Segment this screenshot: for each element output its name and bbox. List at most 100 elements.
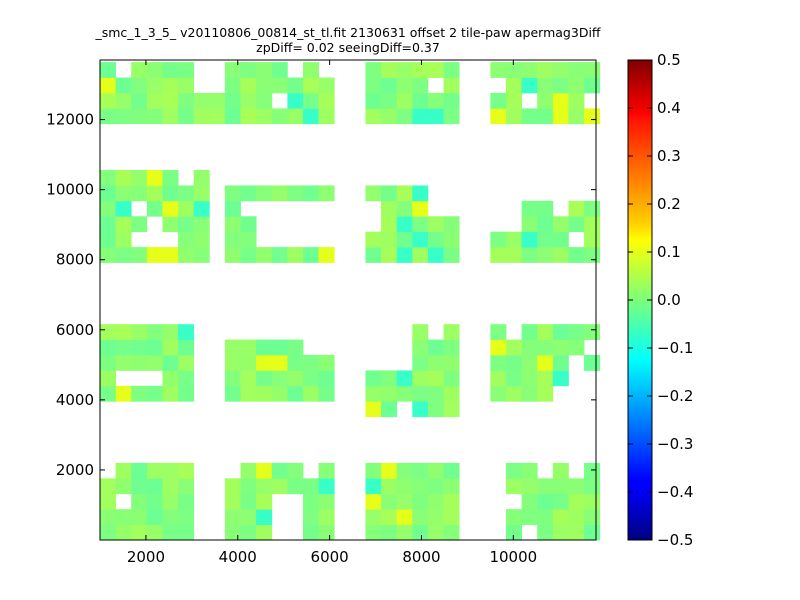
- heatmap-cell: [505, 509, 522, 525]
- heatmap-cell: [287, 370, 304, 387]
- heatmap-cell: [381, 108, 398, 125]
- heatmap-cell: [115, 216, 132, 233]
- heatmap-cell: [302, 509, 319, 525]
- heatmap-cell: [443, 370, 460, 387]
- heatmap-cell: [537, 92, 554, 109]
- heatmap-cell: [584, 231, 601, 248]
- heatmap-cell: [552, 355, 569, 371]
- heatmap-cell: [396, 216, 413, 233]
- heatmap-cell: [412, 247, 429, 263]
- heatmap-cell: [302, 108, 319, 125]
- heatmap-cell: [552, 108, 569, 125]
- heatmap-cell: [365, 92, 382, 109]
- heatmap-cell: [240, 385, 257, 402]
- heatmap-cell: [256, 62, 273, 78]
- heatmap-cell: [318, 355, 335, 371]
- y-tick-label: 2000: [56, 461, 94, 479]
- heatmap-cell: [131, 524, 148, 541]
- heatmap-cell: [396, 185, 413, 202]
- heatmap-cell: [240, 77, 257, 94]
- heatmap-cell: [412, 524, 429, 541]
- heatmap-cell: [412, 324, 429, 340]
- heatmap-cell: [178, 62, 195, 78]
- heatmap-cell: [115, 170, 132, 186]
- heatmap-cell: [537, 200, 554, 217]
- heatmap-cell: [271, 185, 288, 202]
- heatmap-cell: [537, 524, 554, 541]
- heatmap-cell: [115, 462, 132, 479]
- heatmap-cell: [240, 62, 257, 78]
- heatmap-cell: [490, 92, 507, 109]
- heatmap-cell: [287, 385, 304, 402]
- heatmap-cell: [178, 339, 195, 356]
- heatmap-cell: [115, 324, 132, 340]
- heatmap-cell: [381, 247, 398, 263]
- heatmap-cell: [256, 339, 273, 356]
- heatmap-cell: [490, 385, 507, 402]
- colorbar-axis: 0.5 0.4 0.3 0.2 0.1 0.0 −0.1 −0.2 −0.3 −0.4 −0.5: [628, 51, 693, 549]
- heatmap-cell: [568, 216, 585, 233]
- heatmap-cell: [381, 92, 398, 109]
- heatmap-cell: [521, 493, 538, 510]
- heatmap-cell: [115, 339, 132, 356]
- heatmap-cell: [521, 200, 538, 217]
- colorbar-tick-label: 0.0: [657, 291, 681, 309]
- heatmap-cell: [115, 247, 132, 263]
- heatmap-cell: [396, 493, 413, 510]
- heatmap-cell: [443, 462, 460, 479]
- heatmap-cell: [505, 524, 522, 541]
- heatmap-cell: [318, 92, 335, 109]
- heatmap-cell: [178, 216, 195, 233]
- heatmap-cell: [318, 493, 335, 510]
- heatmap-cell: [115, 231, 132, 248]
- heatmap-cell: [381, 509, 398, 525]
- heatmap-cell: [537, 108, 554, 125]
- heatmap-cell: [505, 339, 522, 356]
- heatmap-cell: [240, 247, 257, 263]
- heatmap-cell: [178, 77, 195, 94]
- heatmap-cell: [443, 62, 460, 78]
- heatmap-cell: [365, 493, 382, 510]
- heatmap-cell: [162, 462, 179, 479]
- heatmap-cell: [568, 92, 585, 109]
- heatmap-cell: [115, 108, 132, 125]
- heatmap-cell: [193, 108, 210, 125]
- y-tick-label: 4000: [56, 391, 94, 409]
- heatmap-cell: [178, 355, 195, 371]
- heatmap-cell: [568, 247, 585, 263]
- heatmap-cell: [396, 62, 413, 78]
- heatmap-cell: [256, 524, 273, 541]
- heatmap-cell: [505, 355, 522, 371]
- heatmap-cell: [131, 62, 148, 78]
- heatmap-cell: [365, 62, 382, 78]
- heatmap-cell: [100, 231, 117, 248]
- heatmap-cell: [537, 324, 554, 340]
- heatmap-cell: [162, 324, 179, 340]
- heatmap-cell: [568, 200, 585, 217]
- heatmap-cell: [427, 216, 444, 233]
- heatmap-cell: [271, 385, 288, 402]
- heatmap-cell: [427, 339, 444, 356]
- heatmap-cell: [302, 355, 319, 371]
- heatmap-cell: [178, 247, 195, 263]
- y-tick-label: 12000: [46, 111, 94, 129]
- heatmap-cell: [178, 200, 195, 217]
- heatmap-cell: [584, 355, 601, 371]
- heatmap-cell: [224, 478, 241, 495]
- heatmap-cell: [193, 170, 210, 186]
- heatmap-cell: [193, 231, 210, 248]
- heatmap-cell: [505, 370, 522, 387]
- heatmap-cell: [146, 92, 163, 109]
- heatmap-cell: [537, 339, 554, 356]
- heatmap-cell: [287, 478, 304, 495]
- heatmap-cell: [178, 478, 195, 495]
- heatmap-cell: [552, 339, 569, 356]
- heatmap-cell: [537, 509, 554, 525]
- colorbar-tick-label: −0.4: [657, 483, 693, 501]
- heatmap-cell: [115, 524, 132, 541]
- heatmap-cell: [584, 478, 601, 495]
- heatmap-cell: [162, 92, 179, 109]
- heatmap-cell: [443, 493, 460, 510]
- heatmap-cell: [287, 462, 304, 479]
- heatmap-cell: [412, 231, 429, 248]
